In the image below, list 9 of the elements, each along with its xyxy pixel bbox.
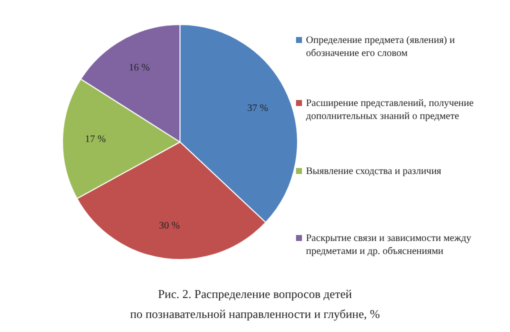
data-label: 30 % [158,220,180,232]
legend-label: Расширение представлений, получение дополнительных знаний о предмете [305,97,475,123]
legend-label: Раскрытие связи и зависимости между предметами и др. объяснениями [305,232,472,258]
data-label: 17 % [85,134,106,145]
legend-label: Выявление сходства и различия [305,165,442,178]
text: Рис. 2. Распределение вопросов детей по познавательной направленности и глубине, % [129,286,381,323]
data-label: 16 % [128,62,150,74]
legend-label: Определение предмета (явления) и обозначение его словом [305,34,456,60]
data-label: 37 % [247,103,268,114]
